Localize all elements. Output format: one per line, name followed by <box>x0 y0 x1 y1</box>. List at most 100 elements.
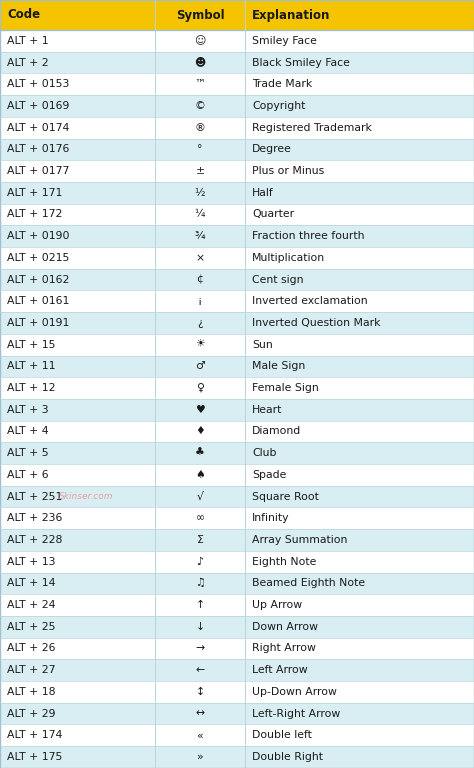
Text: ALT + 0177: ALT + 0177 <box>7 166 69 176</box>
Text: ↑: ↑ <box>195 600 205 610</box>
Text: Code: Code <box>7 8 40 22</box>
Bar <box>0 703 474 724</box>
Bar <box>0 442 474 464</box>
Text: Down Arrow: Down Arrow <box>252 622 318 632</box>
Text: ALT + 29: ALT + 29 <box>7 709 55 719</box>
Text: Up-Down Arrow: Up-Down Arrow <box>252 687 337 697</box>
Bar <box>0 421 474 442</box>
Bar <box>0 399 474 421</box>
Text: Infinity: Infinity <box>252 513 290 523</box>
Text: Plus or Minus: Plus or Minus <box>252 166 324 176</box>
Text: Trade Mark: Trade Mark <box>252 79 312 89</box>
Text: Array Summation: Array Summation <box>252 535 347 545</box>
Bar <box>0 117 474 138</box>
Text: ♥: ♥ <box>195 405 205 415</box>
Text: ALT + 27: ALT + 27 <box>7 665 55 675</box>
Text: ALT + 175: ALT + 175 <box>7 752 63 762</box>
Bar <box>0 616 474 637</box>
Text: Spade: Spade <box>252 470 286 480</box>
Text: ♀: ♀ <box>196 383 204 393</box>
Bar <box>0 551 474 572</box>
Text: ™: ™ <box>194 79 205 89</box>
Text: »: » <box>197 752 203 762</box>
Text: ALT + 236: ALT + 236 <box>7 513 63 523</box>
Text: ©: © <box>194 101 205 111</box>
Text: ♦: ♦ <box>195 426 205 436</box>
Text: ×: × <box>195 253 205 263</box>
Text: ALT + 0161: ALT + 0161 <box>7 296 69 306</box>
Text: Beamed Eighth Note: Beamed Eighth Note <box>252 578 365 588</box>
Bar <box>0 529 474 551</box>
Text: Skinser.com: Skinser.com <box>59 492 113 501</box>
Text: ☻: ☻ <box>194 58 206 68</box>
Text: Cent sign: Cent sign <box>252 274 303 285</box>
Text: ¾: ¾ <box>195 231 205 241</box>
Text: ALT + 172: ALT + 172 <box>7 210 63 220</box>
Text: Heart: Heart <box>252 405 283 415</box>
Bar <box>0 464 474 485</box>
Text: Black Smiley Face: Black Smiley Face <box>252 58 350 68</box>
Text: ALT + 26: ALT + 26 <box>7 644 55 654</box>
Bar <box>0 225 474 247</box>
Text: Fraction three fourth: Fraction three fourth <box>252 231 365 241</box>
Bar <box>0 594 474 616</box>
Text: ALT + 13: ALT + 13 <box>7 557 55 567</box>
Bar <box>0 377 474 399</box>
Text: Female Sign: Female Sign <box>252 383 319 393</box>
Bar <box>0 746 474 768</box>
Text: Male Sign: Male Sign <box>252 362 305 372</box>
Bar <box>0 269 474 290</box>
Text: ¼: ¼ <box>195 210 205 220</box>
Bar <box>0 182 474 204</box>
Text: ALT + 24: ALT + 24 <box>7 600 55 610</box>
Text: ALT + 171: ALT + 171 <box>7 187 63 197</box>
Bar <box>0 356 474 377</box>
Text: ALT + 2: ALT + 2 <box>7 58 49 68</box>
Text: ALT + 14: ALT + 14 <box>7 578 55 588</box>
Bar <box>0 312 474 334</box>
Text: Half: Half <box>252 187 274 197</box>
Text: ∞: ∞ <box>195 513 204 523</box>
Text: ALT + 0176: ALT + 0176 <box>7 144 69 154</box>
Bar <box>0 485 474 508</box>
Text: Quarter: Quarter <box>252 210 294 220</box>
Text: Left Arrow: Left Arrow <box>252 665 308 675</box>
Text: Inverted exclamation: Inverted exclamation <box>252 296 368 306</box>
Bar <box>0 508 474 529</box>
Text: ♫: ♫ <box>195 578 205 588</box>
Text: Multiplication: Multiplication <box>252 253 325 263</box>
Text: →: → <box>195 644 205 654</box>
Bar <box>0 290 474 312</box>
Text: Right Arrow: Right Arrow <box>252 644 316 654</box>
Text: Eighth Note: Eighth Note <box>252 557 316 567</box>
Bar <box>0 74 474 95</box>
Bar <box>0 637 474 659</box>
Text: ®: ® <box>194 123 205 133</box>
Text: ALT + 0215: ALT + 0215 <box>7 253 69 263</box>
Bar <box>0 572 474 594</box>
Text: ALT + 15: ALT + 15 <box>7 339 55 349</box>
Text: ALT + 18: ALT + 18 <box>7 687 55 697</box>
Text: ¢: ¢ <box>197 274 203 285</box>
Text: ←: ← <box>195 665 205 675</box>
Text: Symbol: Symbol <box>176 8 224 22</box>
Text: ALT + 4: ALT + 4 <box>7 426 49 436</box>
Text: ♠: ♠ <box>195 470 205 480</box>
Bar <box>0 95 474 117</box>
Text: ALT + 251: ALT + 251 <box>7 492 63 502</box>
Text: ALT + 11: ALT + 11 <box>7 362 55 372</box>
Text: ♪: ♪ <box>197 557 203 567</box>
Text: Double left: Double left <box>252 730 312 740</box>
Text: ALT + 0190: ALT + 0190 <box>7 231 70 241</box>
Text: ALT + 6: ALT + 6 <box>7 470 49 480</box>
Text: Degree: Degree <box>252 144 292 154</box>
Text: ALT + 25: ALT + 25 <box>7 622 55 632</box>
Text: Club: Club <box>252 449 276 458</box>
Text: ALT + 0191: ALT + 0191 <box>7 318 69 328</box>
Text: Explanation: Explanation <box>252 8 330 22</box>
Bar <box>0 659 474 681</box>
Bar <box>0 247 474 269</box>
Text: ALT + 5: ALT + 5 <box>7 449 49 458</box>
Bar <box>0 138 474 161</box>
Text: Square Root: Square Root <box>252 492 319 502</box>
